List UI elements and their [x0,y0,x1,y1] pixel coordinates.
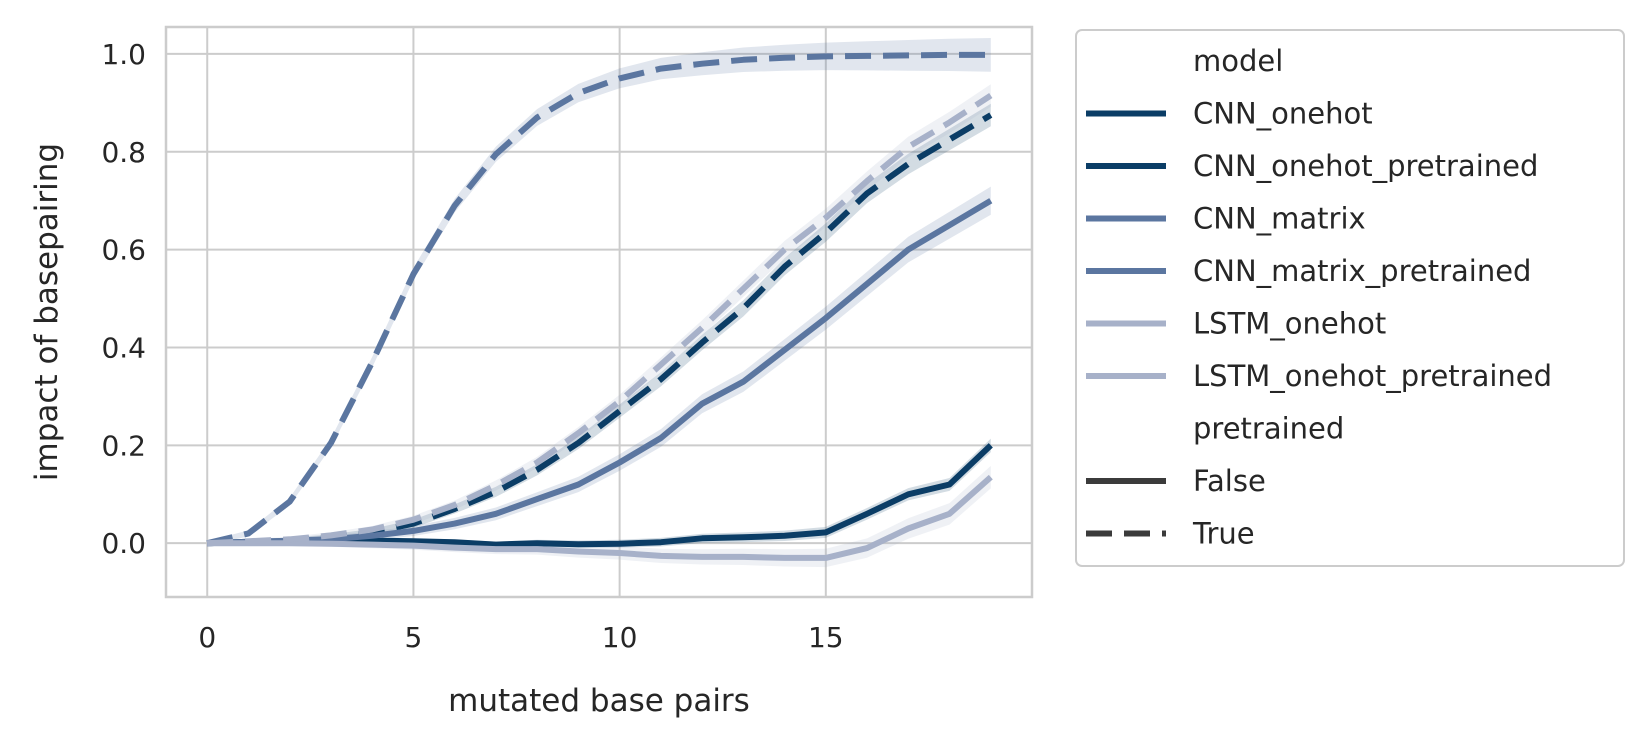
x-tick-label: 5 [405,621,423,654]
plot-area-background [166,27,1032,597]
series-line-LSTM_onehot_pretrained [207,92,993,547]
x-tick-label: 15 [808,621,844,654]
legend-title-model: model [1193,44,1283,78]
legend-entry-CNN_matrix_pretrained-label: CNN_matrix_pretrained [1193,254,1531,288]
series-line-CNN_matrix_pretrained [206,51,991,547]
legend-entry-True-label: True [1192,517,1255,551]
legend-entry-LSTM_onehot-label: LSTM_onehot [1193,307,1386,341]
series-line-LSTM_onehot [207,474,993,561]
legend-entry-CNN_matrix-label: CNN_matrix [1193,202,1366,236]
legend-items: model CNN_onehot CNN_onehot_pretrained CNN_… [1086,44,1552,551]
legend-frame [1075,29,1625,567]
y-tick-label: 0.4 [101,331,146,364]
legend-entry-CNN_onehot-label: CNN_onehot [1193,97,1373,131]
legend-entry-False-label: False [1193,464,1266,498]
y-tick-label: 0.6 [101,234,146,267]
plot-area-frame [164,25,1034,599]
x-tick-label: 10 [602,621,638,654]
legend: model CNN_onehot CNN_onehot_pretrained CNN_… [1075,29,1625,567]
x-tick-labels: 0 5 10 15 [198,621,843,654]
legend-title-pretrained: pretrained [1193,412,1344,446]
y-tick-label: 0.2 [101,429,146,462]
series-lines [206,51,993,561]
series-line-CNN_matrix [207,198,993,547]
y-tick-label: 1.0 [101,38,146,71]
x-axis-label: mutated base pairs [448,683,750,719]
y-tick-labels: 0.0 0.2 0.4 0.6 0.8 1.0 [101,38,146,560]
y-axis-label: impact of basepairing [29,143,65,481]
legend-entry-LSTM_onehot_pretrained-label: LSTM_onehot_pretrained [1193,359,1552,393]
y-tick-label: 0.0 [101,527,146,560]
y-tick-label: 0.8 [101,136,146,169]
x-tick-label: 0 [198,621,216,654]
legend-entry-CNN_onehot_pretrained-label: CNN_onehot_pretrained [1193,149,1538,183]
